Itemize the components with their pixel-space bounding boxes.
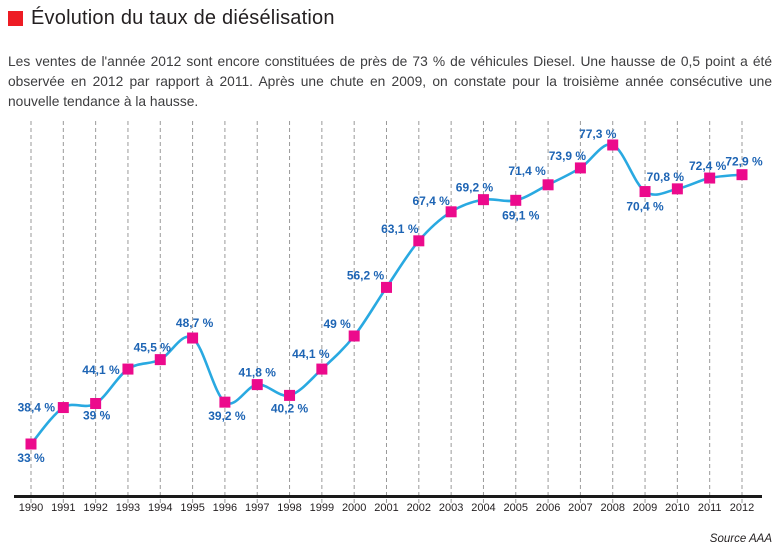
data-point-marker	[57, 402, 69, 414]
x-axis-year-label: 1992	[83, 502, 107, 514]
data-point-marker	[219, 396, 231, 408]
data-point-label: 69,1 %	[502, 208, 540, 222]
data-point-marker	[671, 183, 683, 195]
data-point-label: 67,4 %	[412, 194, 450, 208]
page-title: Évolution du taux de diésélisation	[31, 7, 335, 29]
data-point-marker	[348, 330, 360, 342]
data-point-label: 70,4 %	[626, 200, 664, 214]
data-point-label: 38,4 %	[18, 401, 56, 415]
data-point-label: 39 %	[83, 409, 111, 423]
x-axis-year-label: 2004	[471, 502, 495, 514]
data-point-marker	[413, 235, 425, 247]
chart-header: Évolution du taux de diésélisation	[8, 7, 773, 30]
data-point-label: 49 %	[324, 317, 352, 331]
data-point-label: 72,4 %	[689, 159, 727, 173]
data-point-label: 44,1 %	[292, 347, 330, 361]
x-axis-year-label: 2011	[698, 502, 722, 514]
x-axis-year-label: 2000	[342, 502, 366, 514]
x-axis-year-label: 2009	[633, 502, 657, 514]
data-point-marker	[477, 194, 489, 206]
intro-paragraph: Les ventes de l'année 2012 sont encore c…	[8, 53, 772, 109]
data-point-marker	[316, 363, 328, 375]
data-point-label: 48,7 %	[176, 316, 214, 330]
data-point-marker	[25, 438, 37, 450]
data-point-marker	[284, 389, 296, 401]
data-point-marker	[154, 354, 166, 366]
data-point-marker	[704, 172, 716, 184]
data-point-marker	[380, 281, 392, 293]
data-point-marker	[510, 194, 522, 206]
diesel-share-line	[29, 143, 744, 446]
x-axis-year-label: 1993	[116, 502, 140, 514]
data-point-label: 73,9 %	[549, 149, 587, 163]
x-axis-year-label: 1996	[213, 502, 237, 514]
x-axis-year-label: 2002	[407, 502, 431, 514]
x-axis-year-label: 1991	[51, 502, 75, 514]
x-axis-year-label: 2005	[504, 502, 528, 514]
data-point-marker	[574, 162, 586, 174]
data-point-label: 71,4 %	[508, 164, 546, 178]
data-point-label: 41,8 %	[239, 366, 277, 380]
data-point-marker	[542, 179, 554, 191]
data-point-label: 44,1 %	[82, 363, 120, 377]
x-axis-year-label: 2007	[568, 502, 592, 514]
data-point-label: 69,2 %	[456, 181, 494, 195]
data-point-marker	[122, 363, 134, 375]
x-axis-year-label: 1997	[245, 502, 269, 514]
x-axis-year-label: 2010	[665, 502, 689, 514]
data-point-marker	[187, 332, 199, 344]
red-square-bullet-icon	[8, 11, 23, 26]
data-point-marker	[736, 169, 748, 181]
x-axis-year-label: 1995	[180, 502, 204, 514]
x-axis-year-label: 1994	[148, 502, 172, 514]
data-point-label: 40,2 %	[271, 401, 309, 415]
data-point-marker	[90, 398, 102, 409]
data-point-marker	[445, 206, 457, 218]
x-axis-year-label: 2008	[600, 502, 624, 514]
data-point-marker	[639, 186, 651, 198]
data-point-label: 63,1 %	[381, 222, 419, 236]
x-axis-year-label: 1990	[19, 502, 43, 514]
data-point-marker	[607, 139, 619, 151]
data-point-label: 77,3 %	[579, 127, 617, 141]
x-axis-year-label: 2006	[536, 502, 560, 514]
data-point-label: 56,2 %	[347, 268, 385, 282]
data-point-label: 33 %	[17, 451, 45, 465]
x-axis-year-label: 2003	[439, 502, 463, 514]
x-axis-year-label: 2012	[730, 502, 754, 514]
data-point-label: 45,5 %	[134, 341, 172, 355]
data-point-label: 72,9 %	[725, 155, 763, 169]
data-point-label: 70,8 %	[647, 170, 685, 184]
data-point-label: 39,2 %	[208, 409, 246, 423]
x-axis-year-label: 2001	[374, 502, 398, 514]
source-note: Source AAA	[709, 533, 772, 545]
data-point-marker	[251, 379, 263, 391]
x-axis-year-label: 1999	[310, 502, 334, 514]
x-axis-year-label: 1998	[277, 502, 301, 514]
